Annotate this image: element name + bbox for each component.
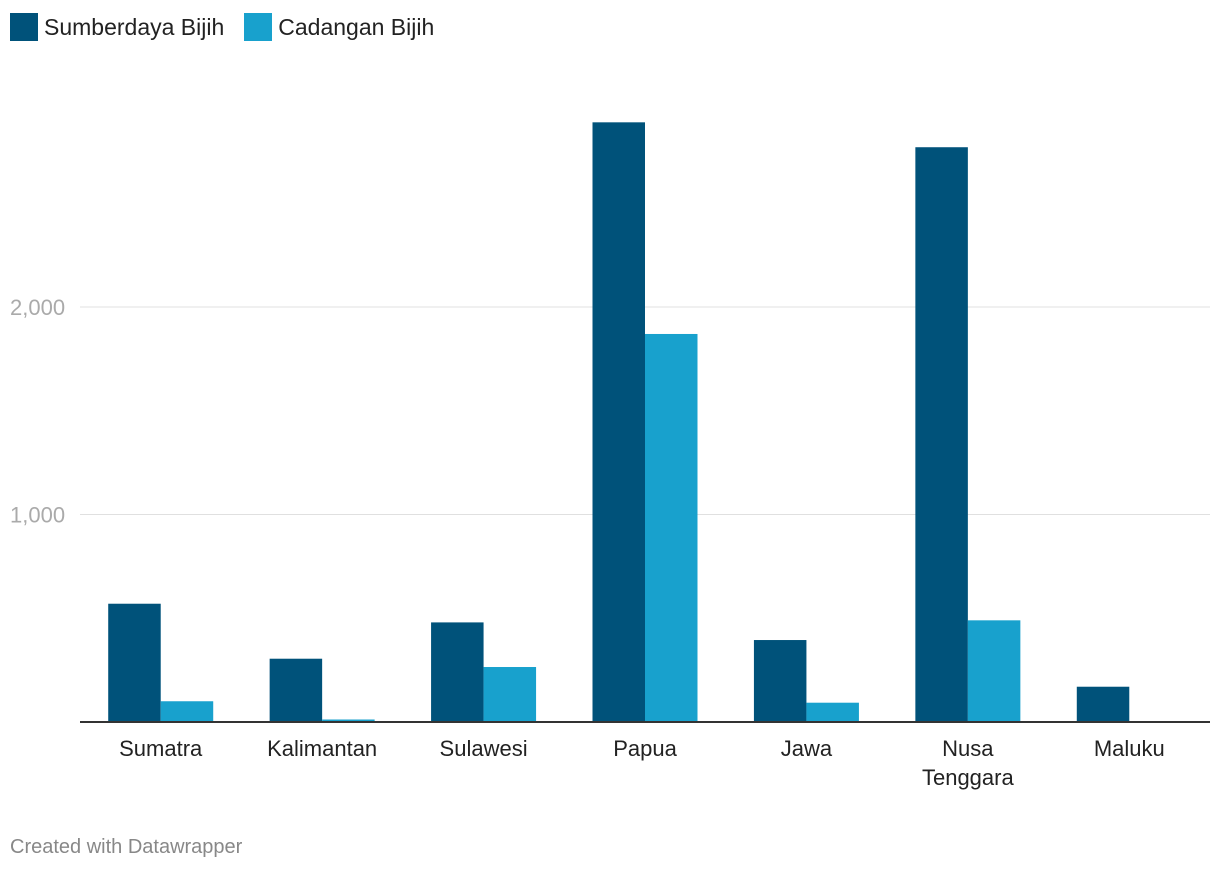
legend: Sumberdaya Bijih Cadangan Bijih	[10, 13, 454, 41]
legend-label-sumberdaya: Sumberdaya Bijih	[44, 13, 225, 40]
y-tick-label: 2,000	[10, 295, 65, 320]
x-tick-label: Jawa	[781, 736, 833, 761]
legend-item-cadangan: Cadangan Bijih	[244, 13, 434, 41]
x-tick-label: Nusa Tenggara	[922, 736, 1015, 790]
bar-sumberdaya	[431, 622, 484, 722]
bar-cadangan	[806, 702, 859, 722]
legend-swatch-sumberdaya	[10, 13, 38, 41]
bar-sumberdaya	[915, 147, 968, 723]
bar-sumberdaya	[108, 603, 161, 722]
bar-sumberdaya	[592, 122, 645, 722]
x-tick-label: Kalimantan	[267, 736, 377, 761]
bar-sumberdaya	[1076, 686, 1130, 722]
bar-sumberdaya	[269, 658, 323, 722]
legend-item-sumberdaya: Sumberdaya Bijih	[10, 13, 224, 41]
bar-sumberdaya	[753, 640, 807, 722]
x-tick-label: Sulawesi	[440, 736, 528, 761]
y-tick-label: 1,000	[10, 503, 65, 528]
footer-credit: Created with Datawrapper	[10, 836, 243, 858]
x-tick-label: Sumatra	[119, 736, 203, 761]
x-tick-label: Maluku	[1094, 736, 1165, 761]
legend-label-cadangan: Cadangan Bijih	[278, 13, 435, 40]
bar-cadangan	[967, 620, 1021, 722]
bar-cadangan	[160, 701, 214, 722]
legend-swatch-cadangan	[244, 13, 273, 41]
x-tick-label: Papua	[613, 736, 677, 761]
bar-cadangan	[645, 333, 698, 722]
bar-cadangan	[483, 667, 537, 722]
bar-cadangan	[322, 719, 375, 722]
